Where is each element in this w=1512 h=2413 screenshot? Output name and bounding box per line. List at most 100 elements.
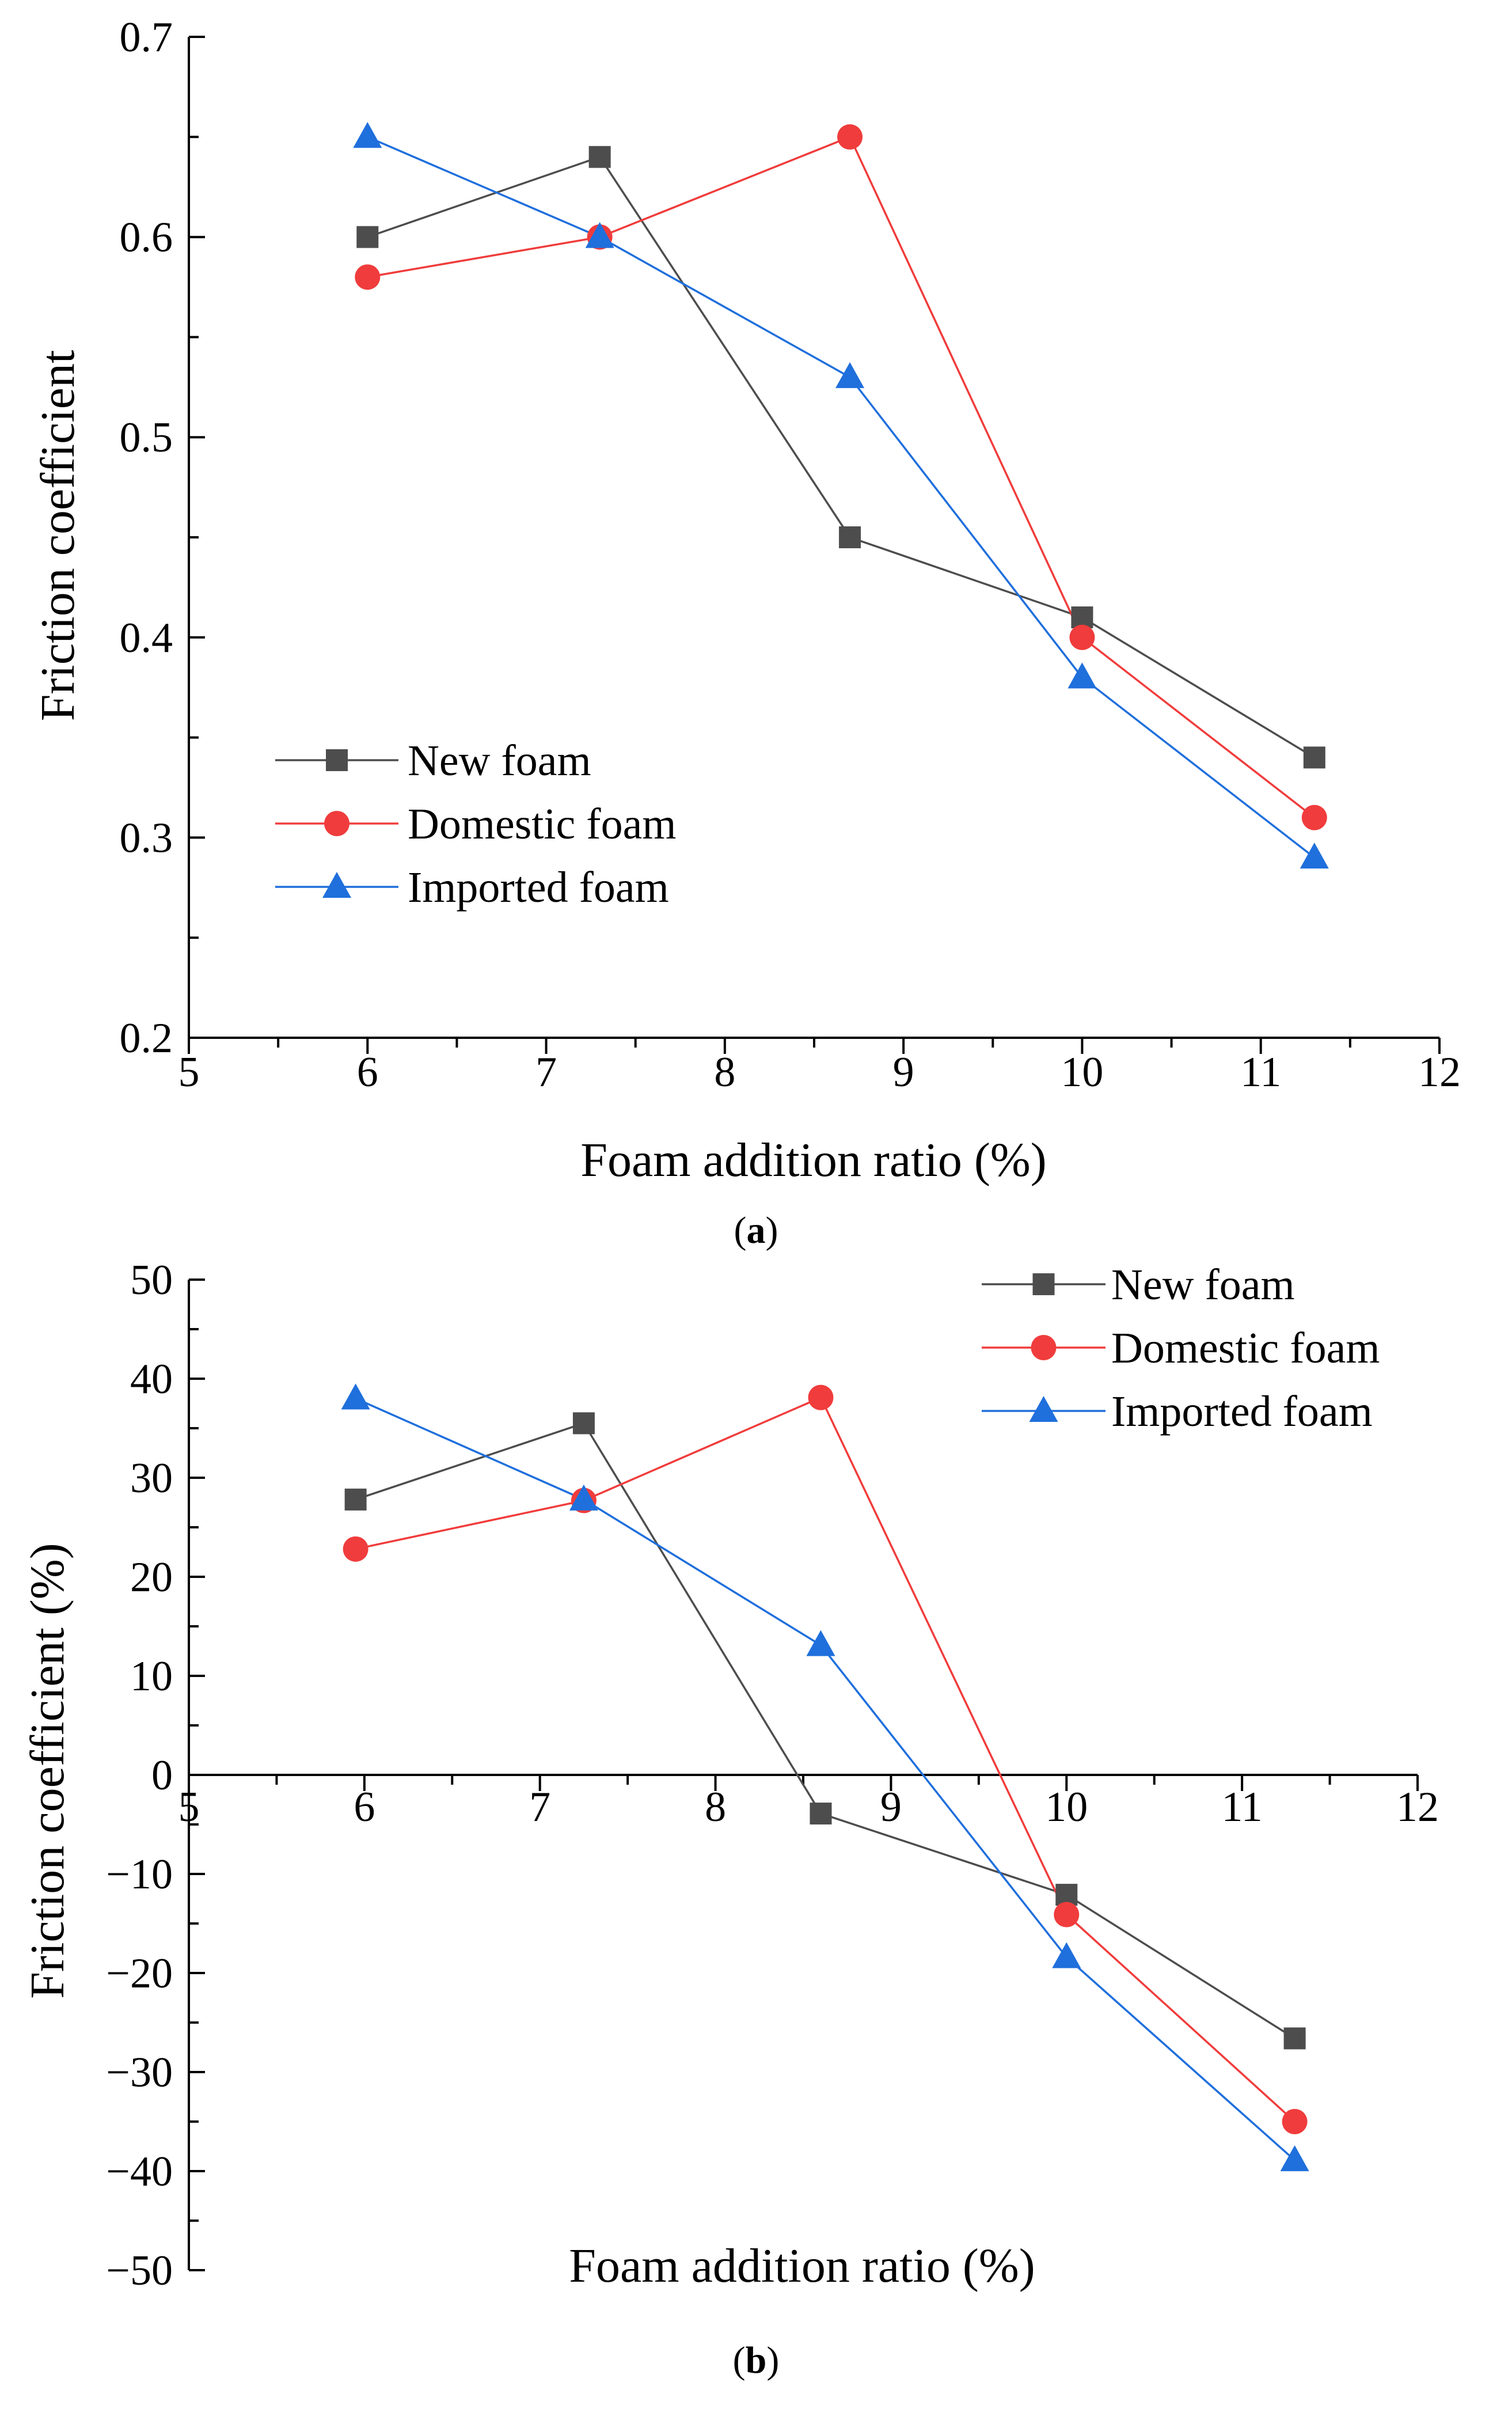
legend-label-new-foam: New foam [408,737,591,785]
y-axis-title-b: Friction coefficient (%) [21,1543,74,1998]
legend-marker-domestic-foam [324,811,349,836]
data-point-new-foam [1283,2027,1306,2050]
y-tick-label: 10 [130,1653,173,1700]
series-line-domestic-foam [355,1396,1296,2123]
legend-item-domestic-foam: Domestic foam [982,1324,1380,1372]
caption-letter-a: a [747,1209,766,1251]
data-point-imported-foam [341,1383,370,1410]
legend-b: New foam Domestic foam Imported foam [982,1261,1380,1436]
y-tick-label: −20 [106,1950,173,1997]
legend-item-imported-foam: Imported foam [275,863,669,912]
data-point-new-foam [344,1488,367,1511]
data-point-domestic-foam [355,264,381,290]
y-tick-label: 0.7 [120,14,173,61]
data-point-domestic-foam [1054,1902,1080,1928]
legend-marker-new-foam [326,749,348,771]
data-point-imported-foam [806,1630,835,1656]
axes-a: 5 6 7 8 9 10 11 12 0.2 0.3 0.4 0.5 0.6 0.7 [120,14,1461,1096]
data-point-new-foam [810,1803,832,1825]
x-tick-label: 11 [1240,1049,1281,1096]
data-point-new-foam [572,1412,595,1435]
caption-open-paren-a: ( [734,1209,747,1251]
legend-marker-triangle [1029,1396,1058,1422]
x-axis-title-b: Foam addition ratio (%) [569,2239,1035,2293]
data-point-domestic-foam [1282,2109,1308,2134]
legend-marker-domestic-foam [1031,1335,1057,1360]
x-tick-label: 11 [1222,1784,1263,1831]
caption-letter-b: b [746,2339,767,2381]
legend-marker-circle [1031,1335,1057,1360]
data-point-imported-foam [353,122,382,148]
y-tick-label: −30 [106,2049,173,2096]
x-tick-label: 12 [1418,1049,1461,1096]
caption-close-paren-a: ) [766,1209,778,1251]
y-tick-label: 0 [151,1752,173,1799]
y-tick-label: 0.5 [120,414,173,461]
legend-label-imported-foam: Imported foam [408,863,669,912]
legend-item-imported-foam: Imported foam [982,1387,1373,1436]
legend-label-domestic-foam: Domestic foam [408,800,676,848]
series-group-a [353,122,1329,869]
data-point-new-foam [839,526,861,548]
x-tick-label: 8 [705,1784,726,1831]
legend-a: New foam Domestic foam Imported foam [275,737,676,912]
legend-marker-imported-foam [1029,1396,1058,1422]
y-tick-label: 40 [130,1356,173,1403]
y-tick-label: 0.2 [120,1015,173,1062]
x-tick-label: 5 [178,1049,200,1096]
y-tick-label: 30 [130,1455,173,1502]
legend-item-new-foam: New foam [275,737,591,785]
x-tick-label: 7 [529,1784,550,1831]
chart-panel-a: 5 6 7 8 9 10 11 12 0.2 0.3 0.4 0.5 0.6 0.7 Foam addit… [31,14,1461,1251]
data-point-domestic-foam [837,124,863,150]
series-group-b [341,1383,1309,2172]
data-point-new-foam [1303,746,1325,769]
x-tick-label: 8 [714,1049,735,1096]
x-tick-label: 10 [1045,1784,1088,1831]
data-point-new-foam [356,226,379,248]
data-point-imported-foam [1052,1942,1081,1968]
y-tick-label: −40 [106,2148,173,2195]
x-tick-label: 6 [357,1049,378,1096]
caption-close-paren-b: ) [766,2339,779,2381]
y-tick-label: −50 [106,2247,173,2294]
data-point-imported-foam [1280,2145,1309,2172]
legend-marker-circle [324,811,349,836]
y-tick-label: 0.3 [120,814,173,862]
x-tick-label: 6 [354,1784,375,1831]
x-tick-label: 9 [880,1784,902,1831]
legend-marker-new-foam [1032,1273,1055,1295]
x-tick-label: 7 [535,1049,557,1096]
panel-caption-b: (b) [733,2339,780,2381]
series-line-new-foam [367,155,1315,758]
data-point-domestic-foam [1301,805,1327,830]
panel-caption-a: (a) [734,1209,778,1251]
x-tick-label: 12 [1396,1784,1439,1831]
data-point-domestic-foam [808,1384,834,1410]
legend-item-new-foam: New foam [982,1261,1295,1309]
y-tick-label: 20 [130,1554,173,1601]
data-point-imported-foam [1067,662,1097,689]
y-axis-title-a: Friction coefficient [31,350,85,722]
data-point-imported-foam [569,1484,598,1511]
data-point-new-foam [588,146,611,168]
chart-panel-b: 5 6 7 8 9 10 11 12 −50 −40 −30 −20 −10 0 10 20 30 40 50 Fo… [21,1257,1439,2381]
y-tick-label: −10 [106,1851,173,1898]
legend-item-domestic-foam: Domestic foam [275,800,676,848]
x-axis-title-a: Foam addition ratio (%) [580,1133,1046,1187]
x-tick-label: 5 [178,1784,200,1831]
data-point-imported-foam [585,222,614,248]
series-line-domestic-foam [367,135,1315,819]
data-point-domestic-foam [1069,624,1095,650]
legend-marker-square [326,749,348,771]
caption-open-paren-b: ( [733,2339,746,2381]
y-tick-label: 0.6 [120,214,173,261]
data-point-domestic-foam [343,1536,368,1562]
x-tick-label: 10 [1061,1049,1103,1096]
legend-label-domestic-foam: Domestic foam [1111,1324,1380,1372]
data-point-new-foam [1071,606,1093,629]
y-tick-label: 50 [130,1257,173,1304]
data-point-imported-foam [835,362,865,388]
axes-b: 5 6 7 8 9 10 11 12 −50 −40 −30 −20 −10 0 10 20 30 40 50 [106,1257,1439,2294]
